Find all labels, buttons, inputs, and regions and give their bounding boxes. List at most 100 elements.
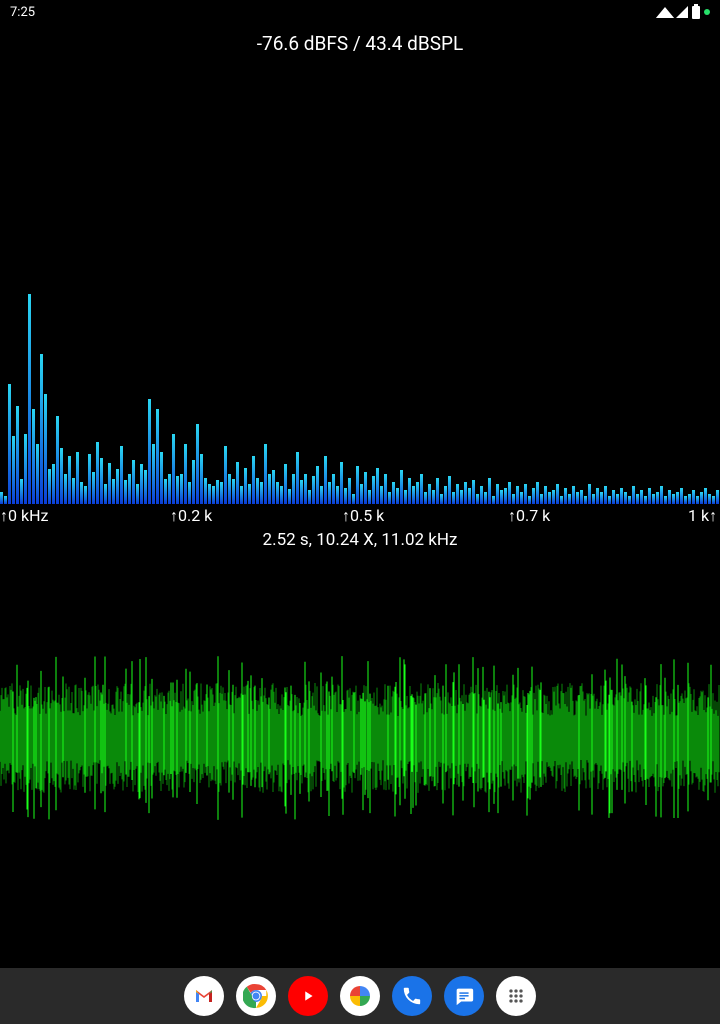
spectrum-bar (292, 474, 295, 504)
spectrum-bar (504, 488, 507, 504)
spectrum-bar (108, 463, 111, 504)
spectrum-bar (208, 484, 211, 504)
spectrum-bar (380, 486, 383, 504)
spectrum-bar (396, 488, 399, 504)
spectrum-bar (672, 494, 675, 504)
spectrum-bar (196, 424, 199, 504)
spectrum-bar (24, 434, 27, 504)
spectrum-bar (560, 496, 563, 504)
spectrum-bar (200, 454, 203, 504)
apps-grid-app-icon[interactable] (496, 976, 536, 1016)
spectrum-bar (572, 486, 575, 504)
photos-app-icon[interactable] (340, 976, 380, 1016)
spectrum-bar (684, 496, 687, 504)
spectrum-bar (152, 444, 155, 504)
spectrum-bar (324, 456, 327, 504)
status-right (658, 6, 710, 19)
spectrum-bar (232, 479, 235, 504)
spectrum-bar (192, 460, 195, 504)
spectrum-bar (236, 462, 239, 504)
spectrum-bar (544, 486, 547, 504)
gmail-app-icon[interactable] (184, 976, 224, 1016)
spectrum-bar (388, 492, 391, 504)
spectrum-bar (352, 494, 355, 504)
battery-icon (692, 6, 700, 19)
xaxis-label: ↑0.7 k (508, 506, 550, 526)
spectrum-bar (524, 484, 527, 504)
spectrum-bar (428, 484, 431, 504)
spectrum-bar (280, 486, 283, 504)
spectrum-bar (48, 469, 51, 504)
phone-app-icon[interactable] (392, 976, 432, 1016)
spectrum-bar (516, 486, 519, 504)
spectrum-bar (276, 482, 279, 504)
spectrum-bar (256, 478, 259, 504)
youtube-app-icon[interactable] (288, 976, 328, 1016)
spectrum-bar (436, 478, 439, 504)
spectrum-bar (400, 470, 403, 504)
spectrum-bar (448, 476, 451, 504)
chrome-app-icon[interactable] (236, 976, 276, 1016)
spectrum-bar (160, 452, 163, 504)
spectrum-bar (616, 494, 619, 504)
spectrum-bar (644, 496, 647, 504)
spectrum-bar (412, 486, 415, 504)
spectrum-bar (40, 354, 43, 504)
spectrum-bar (140, 464, 143, 504)
spectrum-bar (608, 496, 611, 504)
spectrum-bar (624, 492, 627, 504)
spectrum-bar (656, 492, 659, 504)
status-dot-icon (704, 9, 710, 15)
spectrum-bar (468, 488, 471, 504)
spectrum-bar (392, 482, 395, 504)
spectrum-bar (564, 488, 567, 504)
spectrum-bar (188, 482, 191, 504)
spectrum-bar (356, 466, 359, 504)
spectrum-bar (652, 494, 655, 504)
spectrum-bar (404, 490, 407, 504)
spectrum-bar (288, 489, 291, 504)
spectrum-bar (20, 479, 23, 504)
spectrum-bar (596, 488, 599, 504)
spectrum-bar (716, 490, 719, 504)
spectrum-bar (664, 496, 667, 504)
spectrum-bar (440, 494, 443, 504)
messages-app-icon[interactable] (444, 976, 484, 1016)
spectrum-bar (628, 496, 631, 504)
spectrum-bar (72, 478, 75, 504)
spectrum-bar (156, 409, 159, 504)
spectrum-bar (604, 486, 607, 504)
spectrum-bar (244, 468, 247, 504)
spectrum-bar (340, 462, 343, 504)
spectrum-bar (300, 480, 303, 504)
spectrum-bar (80, 482, 83, 504)
spectrum-bar (692, 490, 695, 504)
spectrum-bar (492, 496, 495, 504)
spectrum-bar (116, 469, 119, 504)
spectrum-bar (120, 446, 123, 504)
spectrum-bar (0, 492, 3, 504)
spectrum-bar (640, 490, 643, 504)
spectrum-bar (36, 444, 39, 504)
spectrum-bar (484, 492, 487, 504)
status-bar: 7:25 (0, 0, 720, 24)
spectrum-bar (700, 492, 703, 504)
spectrum-bar (268, 474, 271, 504)
spectrum-bar (128, 474, 131, 504)
spectrum-bar (8, 384, 11, 504)
spectrum-bar (84, 486, 87, 504)
spectrum-bar (180, 474, 183, 504)
spectrum-bar (452, 492, 455, 504)
waveform-trace (0, 656, 719, 820)
spectrum-bar (488, 478, 491, 504)
spectrum-bar (104, 484, 107, 504)
spectrum-bar (100, 458, 103, 504)
status-time: 7:25 (10, 5, 35, 20)
spectrum-bar (32, 409, 35, 504)
spectrum-bar (680, 488, 683, 504)
spectrum-bar (676, 492, 679, 504)
spectrum-chart[interactable] (0, 60, 720, 504)
spectrum-bar (28, 294, 31, 504)
waveform-chart[interactable] (0, 560, 720, 950)
spectrum-bar (240, 486, 243, 504)
